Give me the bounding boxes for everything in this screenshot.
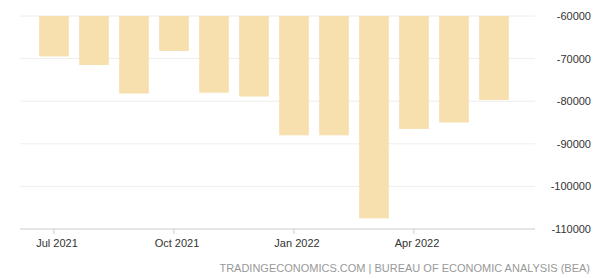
x-tick-label: Jul 2021 — [36, 237, 78, 249]
chart-root: -110000 -100000 -90000 -80000 -70000 -60000 Ju… — [0, 0, 600, 279]
bar — [159, 16, 189, 51]
source: TRADINGECONOMICS.COM | BUREAU OF ECONOMI… — [219, 262, 590, 274]
bar — [79, 16, 109, 65]
y-tick-label: -100000 — [551, 180, 591, 192]
bar — [39, 16, 69, 56]
bar — [399, 16, 429, 129]
y-tick-label: -60000 — [557, 10, 591, 22]
x-tick — [174, 229, 175, 234]
x-tick-label: Jan 2022 — [274, 237, 319, 249]
bar — [479, 16, 509, 100]
y-tick-label: -90000 — [557, 138, 591, 150]
bar — [359, 16, 389, 218]
y-tick-label: -80000 — [557, 95, 591, 107]
grid-line — [20, 186, 535, 187]
bar — [439, 16, 469, 123]
bar — [119, 16, 149, 94]
y-tick-label: -70000 — [557, 53, 591, 65]
chart-svg: -110000 -100000 -90000 -80000 -70000 -60000 Ju… — [0, 0, 600, 279]
y-tick-label: -110000 — [551, 223, 591, 235]
grid-line — [20, 229, 535, 230]
x-tick — [54, 229, 55, 234]
bar — [319, 16, 349, 135]
x-tick — [294, 229, 295, 234]
x-tick-label: Oct 2021 — [155, 237, 200, 249]
x-tick-label: Apr 2022 — [395, 237, 440, 249]
bar — [279, 16, 309, 135]
bar — [199, 16, 229, 93]
bars — [39, 16, 509, 218]
x-tick — [414, 229, 415, 234]
bar — [239, 16, 269, 97]
grid-line — [20, 143, 535, 144]
